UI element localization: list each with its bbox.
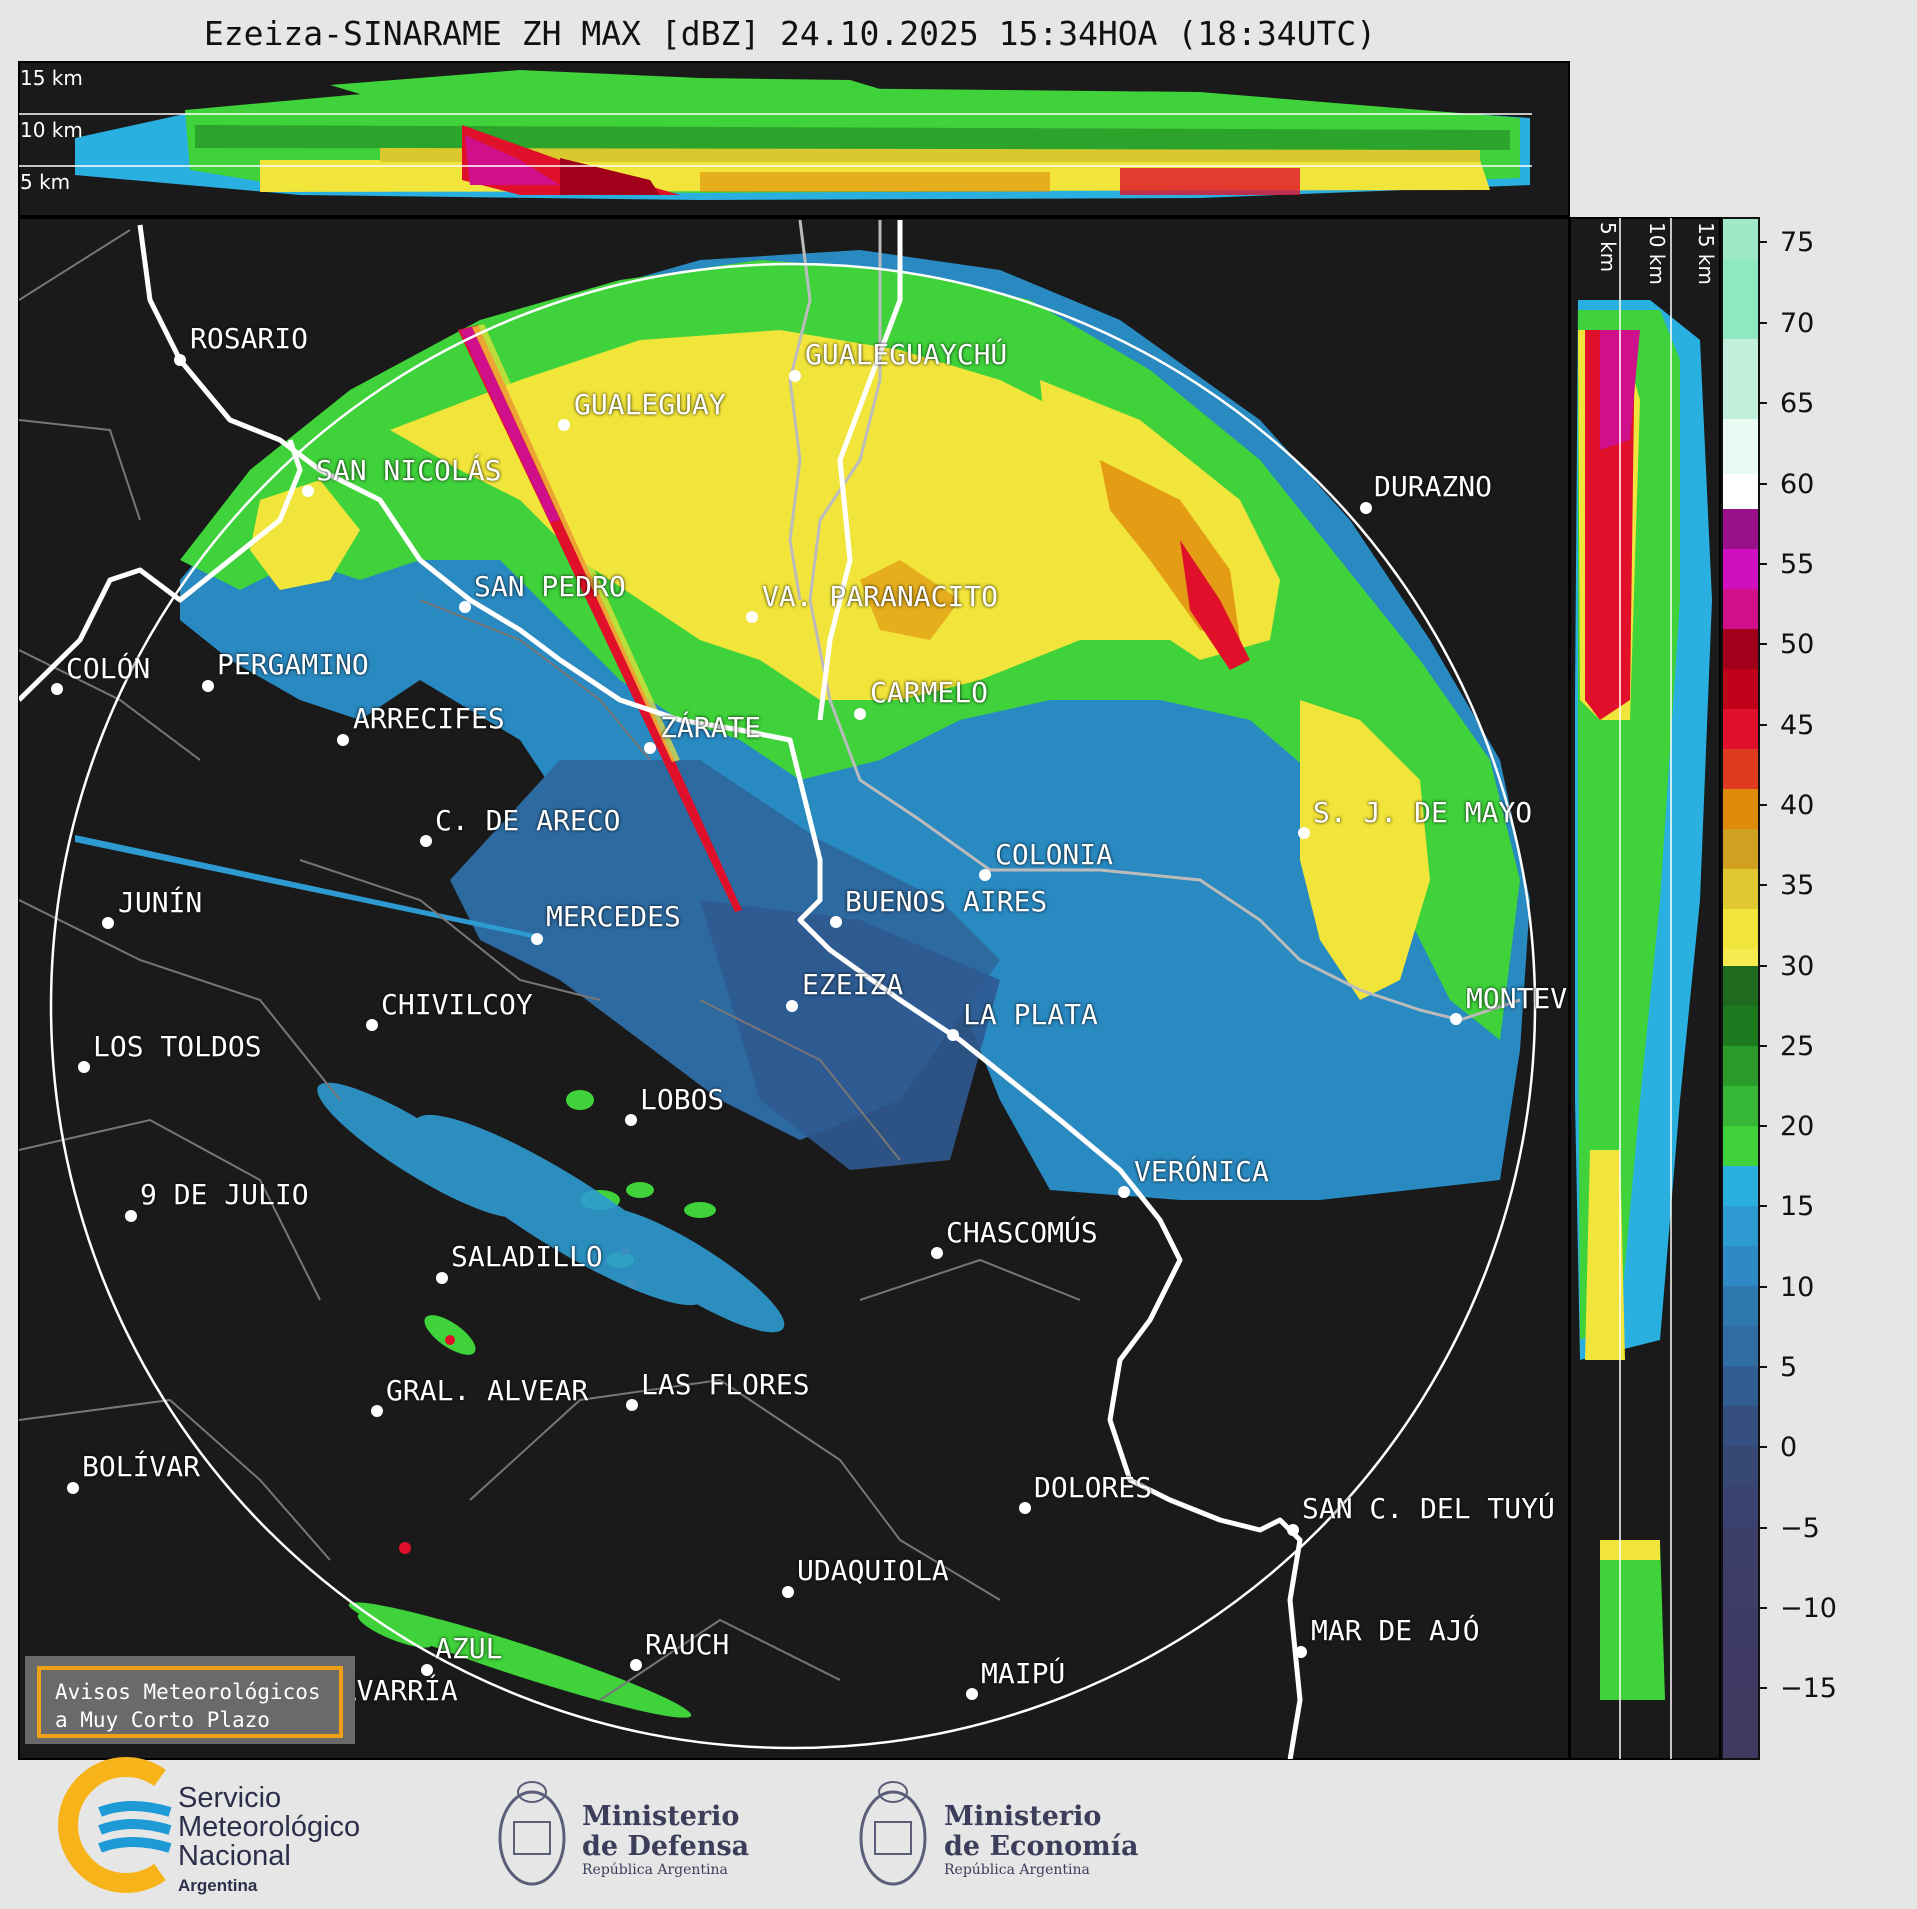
colorbar-tick: 40	[1780, 790, 1815, 821]
city-label: JUNÍN	[118, 886, 203, 919]
top-height-panel	[18, 61, 1570, 217]
city-label: COLÓN	[66, 652, 151, 685]
colorbar-tick: 35	[1780, 870, 1815, 901]
city-label: 9 DE JULIO	[140, 1178, 309, 1211]
colorbar-tick: 50	[1780, 629, 1815, 660]
economia-logo-text: Ministerio de Economía República Argenti…	[944, 1801, 1139, 1879]
colorbar-tick: 5	[1780, 1352, 1798, 1383]
city-label: CHIVILCOY	[381, 988, 533, 1021]
city-markers	[51, 354, 1462, 1718]
colorbar-tick: 60	[1780, 469, 1815, 500]
defensa-line-2: de Defensa	[582, 1831, 750, 1862]
colorbar-tick: −5	[1780, 1513, 1820, 1544]
city-label: MAR DE AJÓ	[1311, 1614, 1480, 1647]
city-label: SAN C. DEL TUYÚ	[1302, 1492, 1555, 1525]
smn-line-1: Servicio	[178, 1782, 282, 1814]
defensa-shield-icon	[498, 1781, 566, 1886]
city-label: SAN PEDRO	[474, 570, 626, 603]
city-label: SALADILLO	[451, 1240, 603, 1273]
smn-logo-text: Servicio Meteorológico Nacional Argentin…	[178, 1784, 360, 1900]
defensa-line-1: Ministerio	[582, 1801, 740, 1832]
city-label: MONTEV	[1466, 982, 1568, 1015]
smn-country: Argentina	[178, 1876, 258, 1895]
colorbar-tick: 30	[1780, 951, 1815, 982]
side-height-panel	[1569, 217, 1721, 1760]
colorbar-tick: 55	[1780, 549, 1815, 580]
city-label: VERÓNICA	[1134, 1155, 1269, 1188]
colorbar-tick: 70	[1780, 308, 1815, 339]
city-label: SAN NICOLÁS	[316, 454, 502, 487]
city-label: GUALEGUAYCHÚ	[805, 338, 1008, 371]
city-label: VA. PARANACITO	[762, 580, 999, 613]
city-label: MAIPÚ	[981, 1657, 1066, 1690]
colorbar-tick: −15	[1780, 1673, 1837, 1704]
city-label: LOBOS	[640, 1083, 725, 1116]
top-height-label-10: 10 km	[20, 118, 83, 142]
colorbar-tick: −10	[1780, 1593, 1837, 1624]
city-label: DOLORES	[1034, 1471, 1153, 1504]
city-label: BUENOS AIRES	[845, 885, 1048, 918]
smn-logo-icon	[58, 1757, 172, 1893]
city-label: GRAL. ALVEAR	[386, 1374, 589, 1407]
defensa-logo-text: Ministerio de Defensa República Argentin…	[582, 1801, 750, 1879]
colorbar-tick: 65	[1780, 388, 1815, 419]
city-label: DURAZNO	[1374, 470, 1493, 503]
city-label: LAS FLORES	[641, 1368, 810, 1401]
colorbar-tick: 45	[1780, 710, 1815, 741]
city-label: AZUL	[435, 1632, 503, 1665]
city-label: LOS TOLDOS	[93, 1030, 262, 1063]
city-label: EZEIZA	[802, 968, 904, 1001]
city-label: CARMELO	[870, 676, 989, 709]
economia-line-1: Ministerio	[944, 1801, 1102, 1832]
city-label: PERGAMINO	[217, 648, 369, 681]
city-label: RAUCH	[645, 1628, 730, 1661]
notice-text: Avisos Meteorológicos a Muy Corto Plazo	[55, 1678, 321, 1734]
smn-line-2: Meteorológico	[178, 1811, 361, 1843]
notice-frame: Avisos Meteorológicos a Muy Corto Plazo	[37, 1666, 343, 1738]
side-height-label-15: 15 km	[1694, 222, 1718, 285]
city-label: MERCEDES	[546, 900, 681, 933]
city-label: BOLÍVAR	[82, 1450, 201, 1483]
colorbar-tick: 15	[1780, 1191, 1815, 1222]
economia-shield-icon	[859, 1781, 927, 1886]
colorbar-tick: 75	[1780, 227, 1815, 258]
city-label: CHASCOMÚS	[946, 1216, 1098, 1249]
city-label: ARRECIFES	[353, 702, 505, 735]
top-height-label-5: 5 km	[20, 170, 71, 194]
city-label: COLONIA	[995, 838, 1114, 871]
city-label: LA PLATA	[963, 998, 1098, 1031]
notice-line-1: Avisos Meteorológicos	[55, 1680, 321, 1704]
notice-line-2: a Muy Corto Plazo	[55, 1708, 270, 1732]
colorbar-tick: 10	[1780, 1272, 1815, 1303]
city-label: C. DE ARECO	[435, 804, 621, 837]
notice-box[interactable]: Avisos Meteorológicos a Muy Corto Plazo	[25, 1656, 355, 1744]
side-height-label-10: 10 km	[1645, 222, 1669, 285]
defensa-sub: República Argentina	[582, 1862, 728, 1878]
radar-map	[18, 217, 1570, 1760]
colorbar	[1721, 217, 1767, 1760]
colorbar-tick: 25	[1780, 1031, 1815, 1062]
smn-line-3: Nacional	[178, 1840, 291, 1872]
top-height-label-15: 15 km	[20, 66, 83, 90]
city-label: S. J. DE MAYO	[1313, 796, 1533, 829]
city-label: ZÁRATE	[660, 711, 762, 744]
colorbar-tick: 20	[1780, 1111, 1815, 1142]
colorbar-tick: 0	[1780, 1432, 1798, 1463]
city-label: GUALEGUAY	[574, 388, 726, 421]
city-label: ROSARIO	[190, 322, 309, 355]
economia-line-2: de Economía	[944, 1831, 1139, 1862]
economia-sub: República Argentina	[944, 1862, 1090, 1878]
city-label: UDAQUIOLA	[797, 1554, 949, 1587]
chart-title: Ezeiza-SINARAME ZH MAX [dBZ] 24.10.2025 …	[203, 14, 1377, 53]
side-height-label-5: 5 km	[1596, 222, 1620, 273]
